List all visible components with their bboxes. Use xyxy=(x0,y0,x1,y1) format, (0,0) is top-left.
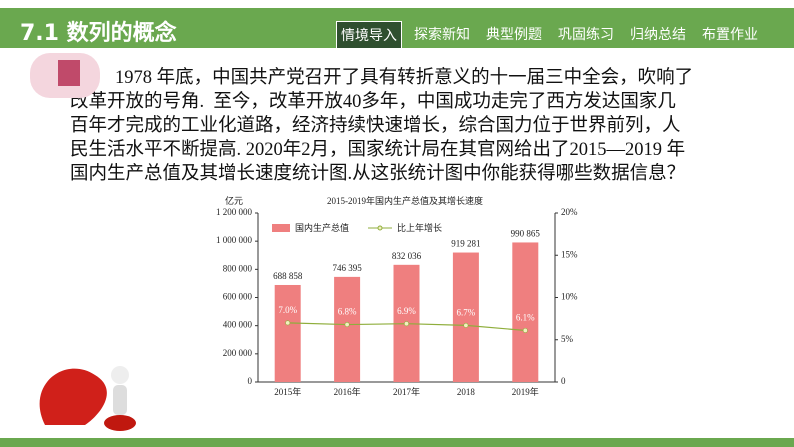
nav-item[interactable]: 典型例题 xyxy=(486,27,542,43)
text-line: 改革开放的号角. 至今，改革开放40多年，中国成功走完了西方发达国家几 xyxy=(70,92,676,112)
y-tick-label: 600 000 xyxy=(223,292,253,302)
y-tick-label: 200 000 xyxy=(223,348,253,358)
growth-label: 6.8% xyxy=(338,307,357,317)
decor-image xyxy=(30,53,100,98)
bar xyxy=(274,284,301,382)
y-axis-label: 亿元 xyxy=(225,195,243,206)
y2-tick-label: 0 xyxy=(561,376,566,386)
x-tick-label: 2019年 xyxy=(512,386,539,397)
growth-marker xyxy=(403,321,409,327)
legend-label: 国内生产总值 xyxy=(295,222,349,233)
bar-value-label: 746 395 xyxy=(332,263,362,273)
growth-marker xyxy=(285,320,291,326)
slide-title: 7.1 数列的概念 xyxy=(20,21,177,46)
chart-title: 2015-2019年国内生产总值及其增长速度 xyxy=(327,195,483,206)
text-line: 国内生产总值及其增长速度统计图.从这张统计图中你能获得哪些数据信息？ xyxy=(70,164,686,184)
bar-value-label: 919 281 xyxy=(451,239,480,249)
bar xyxy=(452,252,479,382)
nav-item[interactable]: 探索新知 xyxy=(414,27,470,43)
y-tick-label: 1 000 000 xyxy=(216,235,253,245)
text-line: 1978 年底，中国共产党召开了具有转折意义的十一届三中全会，吹响了 xyxy=(115,68,694,88)
bar xyxy=(512,242,539,382)
growth-label: 6.1% xyxy=(516,313,535,323)
y2-tick-label: 5% xyxy=(561,334,574,344)
growth-label: 6.9% xyxy=(397,306,416,316)
footer-bar xyxy=(0,438,794,447)
bar-value-label: 990 865 xyxy=(511,229,541,239)
legend-label: 比上年增长 xyxy=(397,222,442,233)
text-line: 民生活水平不断提高. 2020年2月，国家统计局在其官网给出了2015—2019… xyxy=(70,140,686,160)
x-tick-label: 2017年 xyxy=(393,386,420,397)
y2-tick-label: 10% xyxy=(561,292,578,302)
nav-item[interactable]: 归纳总结 xyxy=(630,27,686,43)
text-line: 百年才完成的工业化道路，经济持续快速增长，综合国力位于世界前列，人 xyxy=(70,116,681,136)
growth-marker xyxy=(344,322,350,328)
header-bar: 7.1 数列的概念 情境导入 探索新知 典型例题 巩固练习 归纳总结 布置作业 xyxy=(0,8,794,49)
legend-swatch xyxy=(377,225,383,231)
paragraph: 1978 年底，中国共产党召开了具有转折意义的十一届三中全会，吹响了改革开放的号… xyxy=(70,66,693,186)
nav-item[interactable]: 巩固练习 xyxy=(558,27,614,43)
y2-tick-label: 20% xyxy=(561,207,578,217)
growth-label: 7.0% xyxy=(278,305,297,315)
y2-tick-label: 15% xyxy=(561,249,578,259)
x-tick-label: 2015年 xyxy=(274,386,301,397)
growth-label: 6.7% xyxy=(457,307,476,317)
bar-value-label: 688 858 xyxy=(273,271,303,281)
y-tick-label: 1 200 000 xyxy=(216,207,253,217)
growth-marker xyxy=(463,322,469,328)
x-tick-label: 2016年 xyxy=(334,386,361,397)
question-mark-image xyxy=(39,366,136,431)
nav-item[interactable]: 布置作业 xyxy=(702,27,758,43)
nav-item[interactable]: 情境导入 xyxy=(336,21,402,49)
growth-marker xyxy=(522,327,528,333)
bar xyxy=(334,276,361,382)
legend-swatch xyxy=(272,224,290,232)
y-tick-label: 0 xyxy=(248,376,253,386)
y-tick-label: 400 000 xyxy=(223,320,253,330)
nav: 情境导入 探索新知 典型例题 巩固练习 归纳总结 布置作业 xyxy=(336,21,762,49)
x-tick-label: 2018 xyxy=(457,387,476,397)
bar-value-label: 832 036 xyxy=(392,251,422,261)
y-tick-label: 800 000 xyxy=(223,263,253,273)
